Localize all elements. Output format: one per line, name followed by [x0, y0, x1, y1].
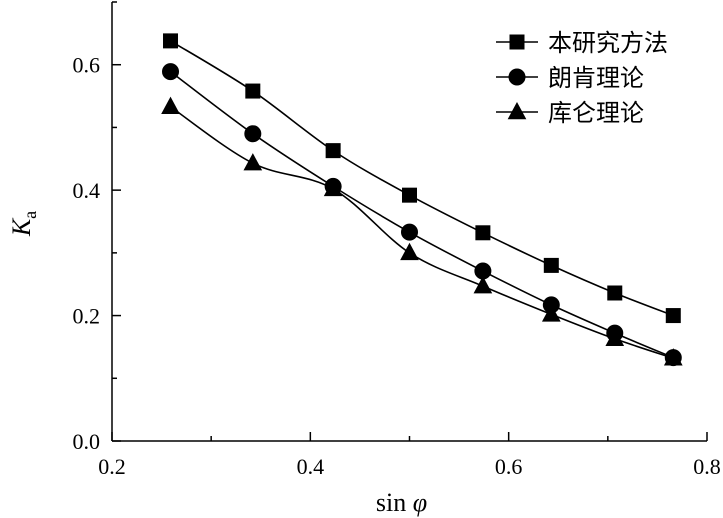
series-triangle	[161, 96, 683, 366]
y-axis-label: Ka	[7, 211, 40, 237]
legend-item: 库仑理论	[496, 99, 644, 127]
x-axis-label-main: sin	[376, 488, 413, 517]
data-point-square	[475, 225, 491, 241]
y-axis-label-main: K	[7, 217, 36, 237]
data-point-circle	[401, 223, 418, 241]
x-axis-label: sin φ	[376, 488, 427, 517]
data-point-square	[543, 257, 559, 273]
x-tick-label: 0.8	[693, 454, 721, 479]
y-ticks: 0.0 0.2 0.4 0.6	[73, 1, 121, 454]
y-tick-label: 0.2	[73, 304, 101, 329]
data-point-square	[325, 143, 341, 159]
legend-item: 朗肯理论	[496, 64, 644, 92]
legend-marker-circle	[508, 68, 526, 86]
data-point-triangle	[161, 96, 180, 114]
legend-label: 库仑理论	[548, 99, 644, 127]
data-point-square	[607, 285, 623, 301]
data-point-triangle	[605, 328, 625, 347]
legend-label: 本研究方法	[548, 29, 668, 57]
legend-marker-square	[509, 34, 525, 50]
legend-marker-triangle	[507, 101, 527, 120]
y-axis-label-sub: a	[20, 211, 40, 219]
series-layer	[161, 33, 683, 367]
data-point-square	[665, 308, 681, 324]
legend-item: 本研究方法	[496, 29, 668, 57]
y-tick-label: 0.6	[73, 53, 101, 78]
data-point-triangle	[473, 276, 493, 294]
data-point-triangle	[323, 178, 343, 197]
y-tick-label: 0.4	[73, 178, 101, 203]
series-line	[170, 106, 674, 359]
x-tick-label: 0.4	[297, 454, 325, 479]
legend-label: 朗肯理论	[548, 64, 644, 92]
data-point-circle	[162, 63, 180, 81]
data-point-triangle	[541, 304, 561, 322]
data-point-triangle	[400, 242, 419, 261]
x-axis-label-symbol: φ	[413, 488, 427, 517]
data-point-triangle	[243, 153, 263, 171]
x-ticks: 0.2 0.4 0.6 0.8	[98, 432, 721, 479]
data-point-circle	[244, 125, 262, 143]
data-point-square	[402, 187, 417, 203]
data-point-square	[245, 83, 261, 99]
data-point-triangle	[663, 348, 683, 366]
x-tick-label: 0.6	[495, 454, 523, 479]
series-square	[163, 33, 681, 324]
y-tick-label: 0.0	[73, 429, 101, 454]
plot-area: 0.2 0.4 0.6 0.8 0.00.20.40.6	[73, 1, 721, 479]
x-tick-label: 0.2	[98, 454, 126, 479]
data-point-square	[163, 33, 179, 49]
